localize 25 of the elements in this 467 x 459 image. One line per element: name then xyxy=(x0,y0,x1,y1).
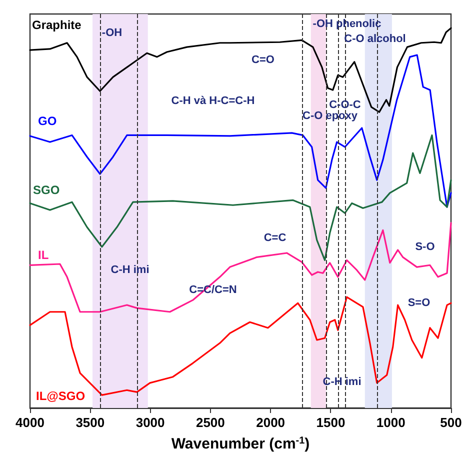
annotation: S-O xyxy=(415,241,436,253)
annotation: S=O xyxy=(408,297,431,309)
x-tick-label: 1000 xyxy=(376,415,406,430)
series-label: GO xyxy=(38,114,57,128)
annotation: C=C xyxy=(264,232,286,244)
x-tick-label: 3000 xyxy=(136,415,165,430)
annotation: C-H imi xyxy=(110,264,150,276)
annotation: C=O xyxy=(252,54,275,66)
x-tick-label: 3500 xyxy=(76,415,105,430)
x-tick-label: 2500 xyxy=(196,415,225,430)
annotation: C-O epoxy xyxy=(302,110,358,122)
series-label: Graphite xyxy=(32,18,82,32)
series-label: SGO xyxy=(33,183,60,197)
x-tick-label: 2000 xyxy=(256,415,286,430)
x-tick-label: 1500 xyxy=(316,415,346,430)
annotation: -OH phenolic xyxy=(312,18,382,30)
annotation: C-H và H-C=C-H xyxy=(171,95,255,107)
annotation: C-O alcohol xyxy=(344,33,406,45)
annotation: C-H imi xyxy=(322,376,362,388)
series-label: IL@SGO xyxy=(36,389,86,403)
series-label: IL xyxy=(38,248,49,262)
x-tick-label: 500 xyxy=(440,415,462,430)
x-tick-label: 4000 xyxy=(16,415,44,430)
annotation: -OH xyxy=(102,27,122,39)
annotation: C-O-C xyxy=(329,99,361,111)
